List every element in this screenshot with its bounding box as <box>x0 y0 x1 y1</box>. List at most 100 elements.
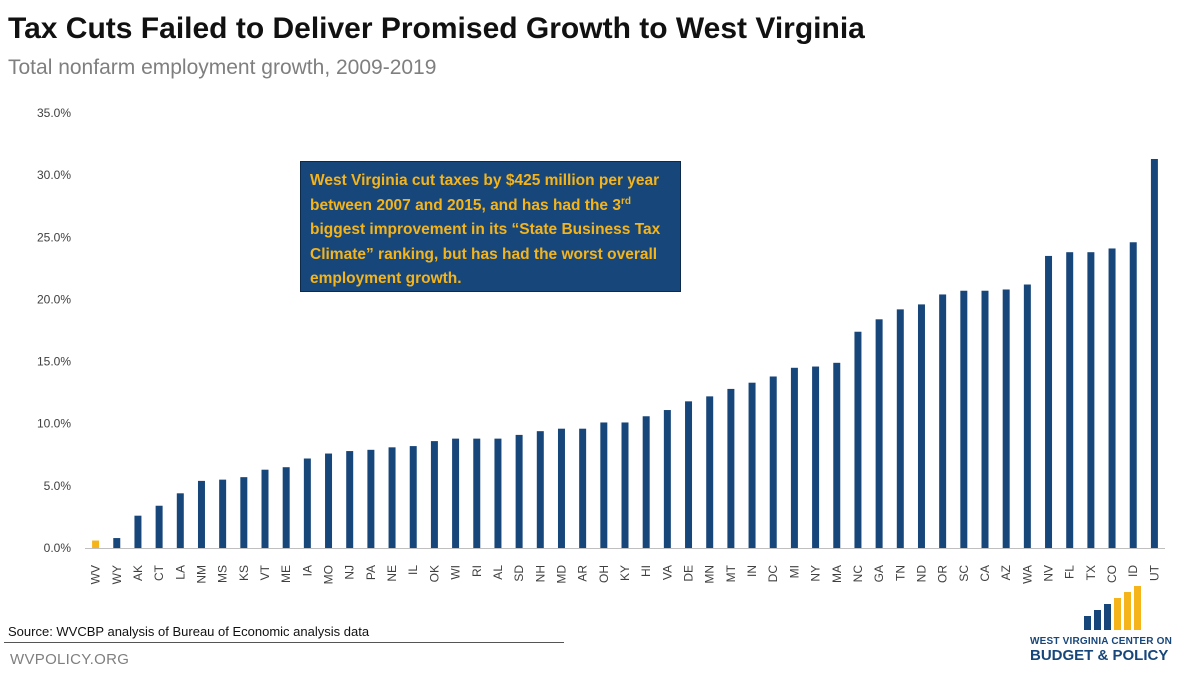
bar-wa <box>1023 284 1031 548</box>
bar-mt <box>727 388 735 548</box>
x-tick-label-in: IN <box>745 565 759 577</box>
x-tick-label-ma: MA <box>830 565 844 583</box>
bar-dc <box>769 376 777 548</box>
bar-co <box>1108 248 1116 548</box>
bar-tx <box>1087 252 1095 548</box>
x-tick-label-ky: KY <box>618 565 632 581</box>
bar-ak <box>134 515 142 548</box>
x-tick-label-tn: TN <box>893 565 907 581</box>
bar-hi <box>642 416 650 548</box>
x-tick-label-ia: IA <box>300 565 314 576</box>
bar-ky <box>621 422 629 548</box>
y-tick-label: 5.0% <box>44 479 72 493</box>
bar-mn <box>706 396 714 548</box>
bar-wv <box>92 540 100 548</box>
annotation-text-part1: West Virginia cut taxes by $425 million … <box>310 172 660 214</box>
x-tick-label-nd: ND <box>914 565 928 583</box>
x-tick-label-wv: WV <box>89 565 103 584</box>
x-tick-label-pa: PA <box>364 565 378 580</box>
bar-ct <box>155 505 163 548</box>
x-tick-label-tx: TX <box>1084 565 1098 580</box>
x-tick-label-ar: AR <box>576 565 590 582</box>
x-tick-label-wi: WI <box>449 565 463 580</box>
x-tick-label-mn: MN <box>703 565 717 584</box>
bar-or <box>939 294 947 548</box>
x-tick-label-ut: UT <box>1147 564 1161 581</box>
bar-ar <box>579 428 587 548</box>
x-tick-label-va: VA <box>660 565 674 580</box>
bar-la <box>176 493 184 548</box>
bar-fl <box>1066 252 1074 548</box>
y-tick-label: 15.0% <box>37 355 71 369</box>
bar-va <box>663 410 671 548</box>
logo-bars-icon <box>1084 586 1141 630</box>
x-tick-label-ca: CA <box>978 565 992 582</box>
bar-in <box>748 382 756 548</box>
bar-ma <box>833 362 841 548</box>
x-tick-label-or: OR <box>936 565 950 583</box>
bar-wy <box>113 538 121 548</box>
x-tick-label-ri: RI <box>470 565 484 577</box>
y-tick-label: 10.0% <box>37 417 71 431</box>
bar-de <box>685 401 693 548</box>
y-tick-label: 0.0% <box>44 541 72 555</box>
bar-vt <box>261 469 269 548</box>
x-tick-label-dc: DC <box>766 565 780 583</box>
bar-ia <box>303 458 311 548</box>
bar-ms <box>219 479 227 548</box>
x-tick-label-md: MD <box>554 565 568 584</box>
bar-ok <box>430 441 438 548</box>
x-tick-label-nm: NM <box>194 565 208 584</box>
bar-al <box>494 438 502 548</box>
annotation-box: West Virginia cut taxes by $425 million … <box>300 161 681 292</box>
x-tick-label-nc: NC <box>851 565 865 583</box>
x-tick-label-id: ID <box>1126 565 1140 577</box>
bar-mo <box>325 453 333 548</box>
source-note: Source: WVCBP analysis of Bureau of Econ… <box>8 624 370 639</box>
x-tick-label-al: AL <box>491 565 505 580</box>
x-tick-label-ny: NY <box>809 565 823 582</box>
logo-text-line1: WEST VIRGINIA CENTER ON <box>1030 636 1173 647</box>
bar-nm <box>197 480 205 548</box>
bar-az <box>1002 289 1010 548</box>
x-tick-label-il: IL <box>406 565 420 575</box>
x-tick-label-mt: MT <box>724 564 738 582</box>
source-divider <box>4 642 564 643</box>
x-tick-label-me: ME <box>279 565 293 583</box>
bar-sc <box>960 290 968 548</box>
bar-ri <box>473 438 481 548</box>
x-tick-label-oh: OH <box>597 565 611 583</box>
chart-title: Tax Cuts Failed to Deliver Promised Grow… <box>8 12 865 45</box>
bar-nv <box>1045 255 1053 548</box>
bar-ne <box>388 447 396 548</box>
annotation-text-part2: biggest improvement in its “State Busine… <box>310 221 661 287</box>
bar-wi <box>452 438 460 548</box>
x-tick-label-ne: NE <box>385 565 399 582</box>
y-tick-label: 30.0% <box>37 168 71 182</box>
x-tick-label-mi: MI <box>787 565 801 578</box>
bar-id <box>1129 242 1137 548</box>
website-link[interactable]: WVPOLICY.ORG <box>10 651 130 668</box>
y-tick-label: 20.0% <box>37 292 71 306</box>
bar-ga <box>875 319 883 548</box>
bar-nd <box>917 304 925 548</box>
bar-tn <box>896 309 904 548</box>
x-tick-label-sc: SC <box>957 565 971 582</box>
x-tick-label-ks: KS <box>237 565 251 581</box>
bar-sd <box>515 434 523 548</box>
bar-ny <box>812 366 820 548</box>
bar-mi <box>790 367 798 548</box>
bar-me <box>282 467 290 548</box>
bar-nc <box>854 331 862 548</box>
x-tick-label-nh: NH <box>533 565 547 582</box>
bar-oh <box>600 422 608 548</box>
bar-nh <box>536 431 544 548</box>
x-tick-label-la: LA <box>173 565 187 580</box>
y-tick-label: 25.0% <box>37 230 71 244</box>
x-tick-label-hi: HI <box>639 565 653 577</box>
bar-ks <box>240 477 248 548</box>
x-tick-label-nv: NV <box>1042 565 1056 582</box>
x-tick-label-ga: GA <box>872 565 886 582</box>
bar-il <box>409 446 417 548</box>
x-tick-label-de: DE <box>682 565 696 582</box>
